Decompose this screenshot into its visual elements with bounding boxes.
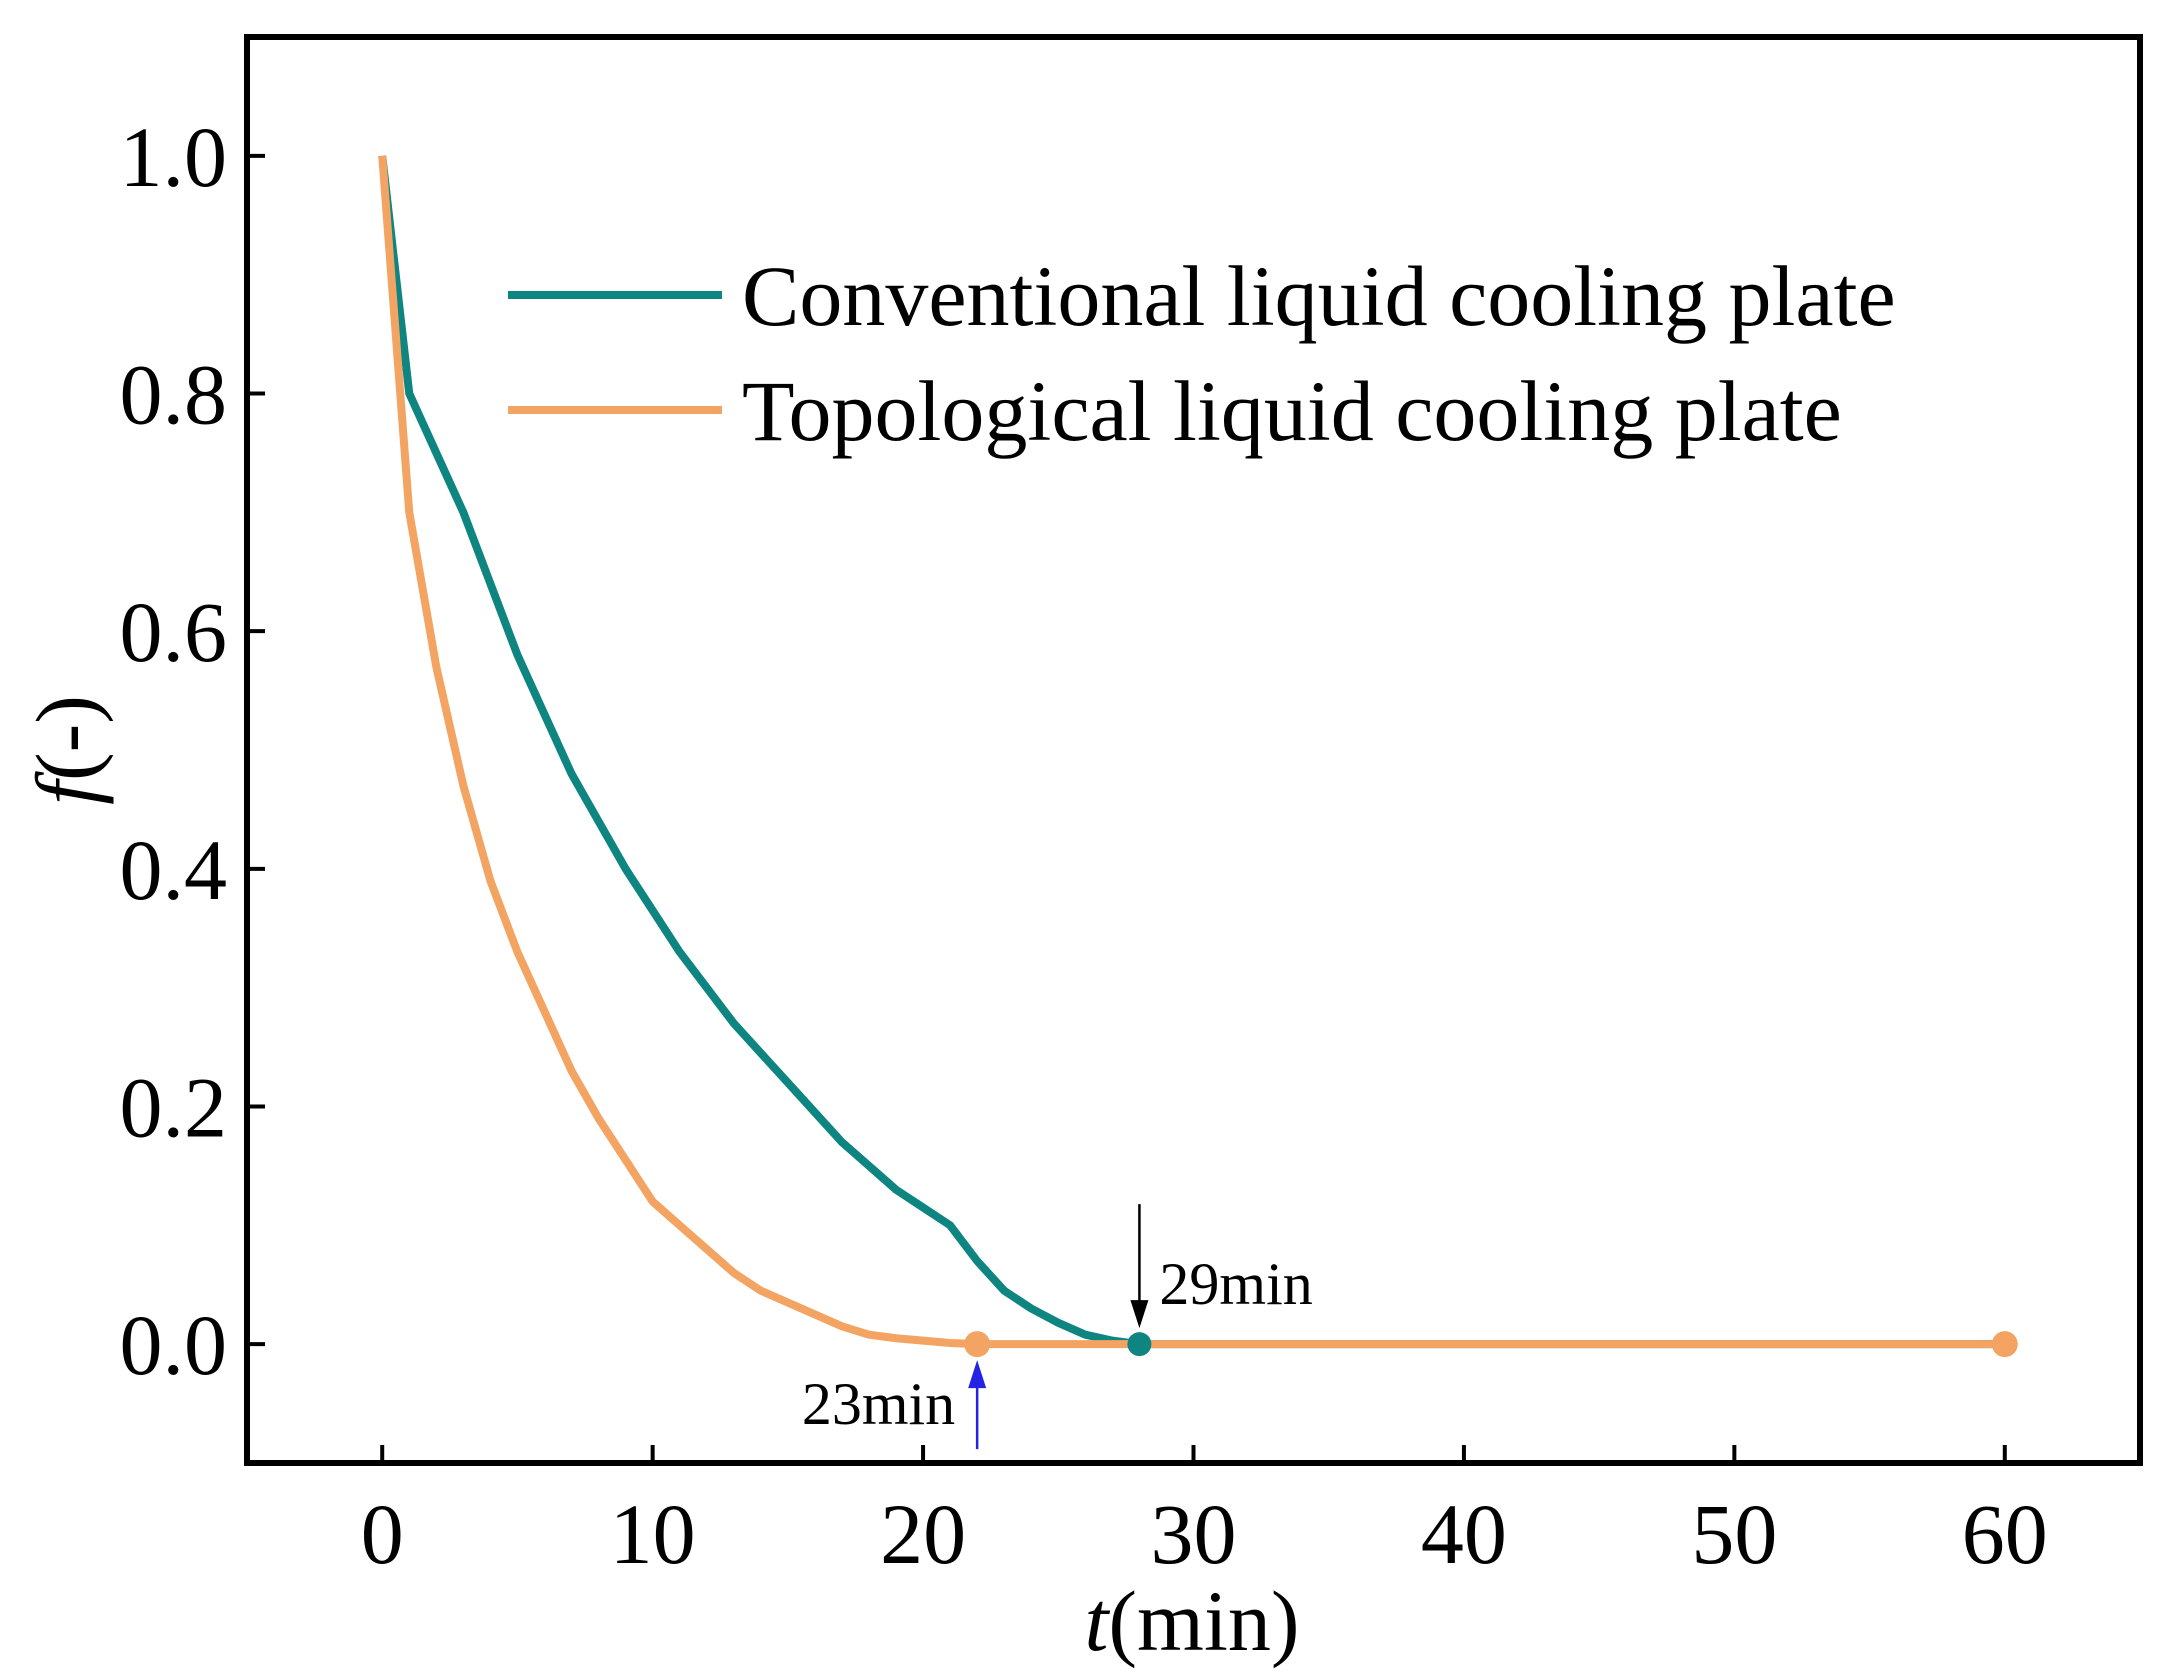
annotation-label: 29min	[1159, 1251, 1312, 1317]
y-tick-label: 0.6	[120, 584, 228, 680]
legend-label-topological: Topological liquid cooling plate	[742, 363, 1842, 459]
series-line-topological	[378, 155, 2005, 1349]
y-tick-label: 0.2	[120, 1060, 228, 1156]
y-tick-label: 0.0	[120, 1297, 228, 1393]
x-tick-label: 40	[1421, 1486, 1507, 1582]
annotation-arrowhead	[1130, 1300, 1149, 1329]
annotation-label: 23min	[802, 1371, 955, 1437]
x-axis-title-italic: t	[1085, 1573, 1111, 1669]
annotations: 29min 23min	[802, 1204, 1313, 1450]
x-tick-label: 0	[361, 1486, 404, 1582]
y-tick-label: 0.8	[120, 347, 228, 443]
plot-lines	[378, 155, 2005, 1349]
legend: Conventional liquid cooling plate Topolo…	[508, 248, 1896, 459]
plot-markers	[964, 1331, 2018, 1358]
x-tick-label: 30	[1151, 1486, 1237, 1582]
y-axis-title: f(-)	[18, 695, 114, 805]
legend-label-conventional: Conventional liquid cooling plate	[742, 248, 1896, 344]
y-axis-title-unit: (-)	[18, 695, 114, 781]
marker-topological	[1991, 1331, 2018, 1358]
x-axis-title: t(min)	[1085, 1573, 1300, 1669]
x-tick-label: 20	[880, 1486, 966, 1582]
marker-conventional-end	[1127, 1332, 1152, 1357]
x-tick-label: 10	[610, 1486, 696, 1582]
marker-topological	[964, 1331, 991, 1358]
x-tick-label: 60	[1962, 1486, 2048, 1582]
series-line-conventional	[378, 155, 1140, 1349]
x-axis-title-unit: (min)	[1108, 1573, 1299, 1669]
x-tick-label: 50	[1691, 1486, 1777, 1582]
y-ticks: 0.0 0.2 0.4 0.6 0.8 1.0	[120, 109, 265, 1393]
y-tick-label: 1.0	[120, 109, 228, 205]
annotation-arrowhead	[968, 1360, 987, 1389]
y-tick-label: 0.4	[120, 822, 228, 918]
x-ticks: 0 10 20 30 40 50 60	[361, 1445, 2048, 1582]
